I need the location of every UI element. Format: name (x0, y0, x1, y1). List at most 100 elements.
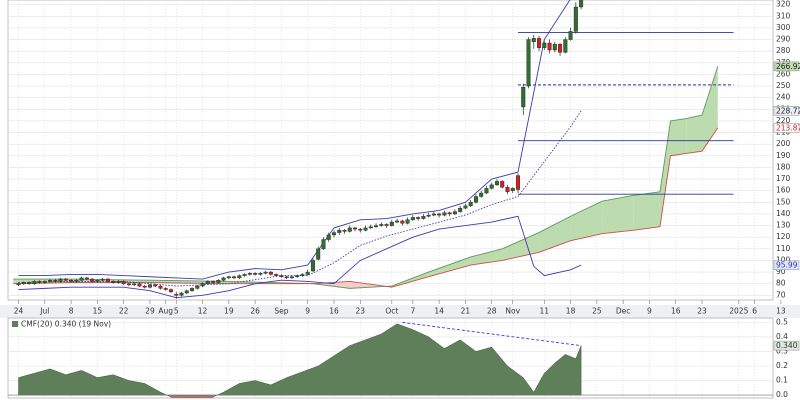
candle-body (195, 285, 200, 289)
y-tick-label: 80 (776, 279, 786, 288)
axis-marker-label: 95.99 (776, 261, 798, 270)
y-tick-label: 320 (776, 0, 791, 9)
candle-body (463, 205, 468, 209)
candle-body (137, 283, 142, 287)
axis-marker-label: 228.72 (776, 106, 800, 115)
candle-body (263, 271, 268, 274)
y-tick-label: 0.1 (776, 376, 788, 385)
price-panel (7, 0, 774, 301)
candle-body (342, 230, 347, 232)
x-tick-label: 11 (540, 307, 550, 316)
candle-body (200, 283, 205, 287)
candle-body (542, 42, 547, 48)
x-tick-label: 23 (355, 307, 365, 316)
y-tick-label: 310 (776, 11, 791, 20)
candle-body (105, 278, 110, 282)
y-tick-label: 0.3 (776, 346, 788, 355)
x-tick-label: 13 (776, 307, 786, 316)
candle-body (484, 188, 489, 194)
candle-body (258, 273, 263, 275)
y-tick-label: 170 (776, 174, 791, 183)
candle-body (179, 292, 184, 296)
candle-body (516, 175, 521, 190)
candle-body (216, 280, 221, 283)
x-tick-label: Jul (39, 307, 49, 316)
cmf-title: CMF(20) 0.340 (19 Nov) (21, 320, 111, 329)
candle-body (237, 275, 242, 279)
candle-body (416, 217, 421, 219)
y-tick-label: 100 (776, 255, 791, 264)
x-tick-label: 23 (697, 307, 707, 316)
candle-body (21, 282, 26, 284)
candle-body (458, 207, 463, 212)
candle-body (142, 285, 147, 288)
candle-body (48, 280, 53, 282)
y-tick-label: 300 (776, 23, 791, 32)
x-tick-label: 2025 (729, 307, 748, 316)
candle-body (531, 38, 536, 43)
candle-body (447, 212, 452, 215)
y-tick-label: 0.0 (776, 390, 788, 399)
y-tick-label: 140 (776, 209, 791, 218)
y-tick-label: 240 (776, 93, 791, 102)
candle-body (295, 275, 300, 277)
candle-body (353, 227, 358, 230)
candle-body (437, 213, 442, 216)
candle-body (479, 192, 484, 197)
y-tick-label: 120 (776, 232, 791, 241)
cloud-line (13, 66, 719, 289)
candle-body (300, 274, 305, 276)
candle-body (347, 227, 352, 232)
candle-body (526, 39, 531, 87)
candle-body (27, 282, 32, 284)
candle-body (74, 280, 79, 282)
x-tick-label: 29 (145, 307, 155, 316)
candle-body (494, 181, 499, 186)
candle-body (153, 284, 158, 287)
overlay-line (18, 110, 582, 287)
candle-body (205, 281, 210, 284)
overlay-line (18, 215, 582, 299)
x-tick-label: Aug (158, 307, 173, 316)
y-tick-label: 0.2 (776, 361, 788, 370)
x-tick-label: Dec (616, 307, 631, 316)
candle-body (158, 285, 163, 289)
y-tick-label: 160 (776, 186, 791, 195)
x-tick-label: 7 (410, 307, 415, 316)
candle-body (116, 281, 121, 283)
y-tick-label: 110 (776, 244, 791, 253)
candle-body (473, 196, 478, 203)
x-tick-label: 28 (487, 307, 497, 316)
candle-body (16, 283, 21, 286)
candle-body (69, 280, 74, 282)
y-tick-label: 220 (776, 116, 791, 125)
cmf-area (18, 323, 582, 398)
candle-body (363, 227, 368, 231)
overlay-line (18, 0, 571, 280)
candle-body (310, 260, 315, 272)
candle-body (389, 221, 394, 226)
y-tick-label: 200 (776, 139, 791, 148)
candle-body (279, 275, 284, 277)
candle-body (384, 224, 389, 226)
candle-body (563, 39, 568, 53)
candle-body (147, 284, 152, 288)
candle-body (274, 274, 279, 276)
candle-body (121, 281, 126, 284)
candle-body (168, 289, 173, 293)
candle-body (573, 6, 578, 32)
x-tick-label: Nov (505, 307, 520, 316)
candle-body (568, 31, 573, 40)
candle-body (552, 43, 557, 51)
cloud-segment (659, 120, 671, 227)
x-tick-label: 21 (461, 307, 471, 316)
y-tick-label: 260 (776, 69, 791, 78)
x-tick-label: 15 (93, 307, 103, 316)
cloud-segment (470, 248, 503, 266)
y-tick-label: 130 (776, 221, 791, 230)
candle-body (37, 281, 42, 283)
x-tick-label: Sep (274, 307, 288, 316)
y-tick-label: 0.5 (776, 317, 788, 326)
candle-body (337, 230, 342, 233)
y-tick-label: 190 (776, 151, 791, 160)
